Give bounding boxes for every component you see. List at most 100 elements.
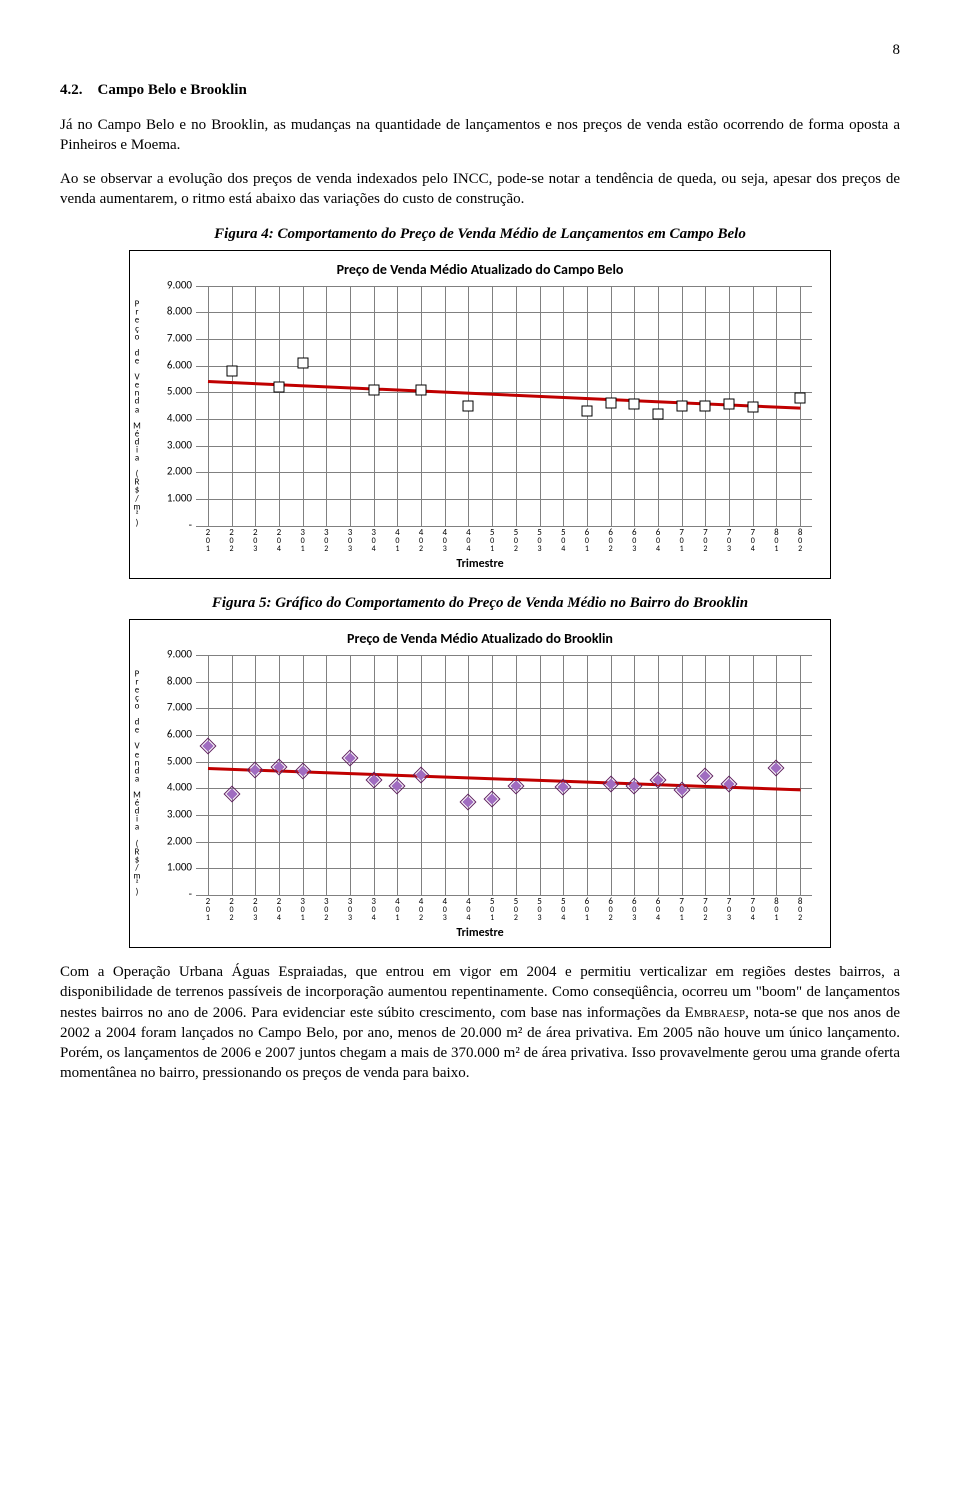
y-tick-label: 8.000 — [167, 674, 196, 689]
gridline-h — [196, 655, 812, 656]
figure4-chart: Preço de Venda Médio Atualizado do Campo… — [129, 250, 831, 579]
gridline-v — [232, 655, 233, 895]
data-marker — [602, 776, 619, 793]
x-tick-label: 603 — [627, 526, 641, 553]
x-tick-label: 302 — [319, 526, 333, 553]
x-tick-label: 404 — [461, 526, 475, 553]
x-tick-label: 401 — [390, 895, 404, 922]
y-tick-label: 9.000 — [167, 278, 196, 293]
data-marker — [605, 397, 616, 408]
data-marker — [721, 776, 738, 793]
gridline-h — [196, 446, 812, 447]
gridline-v — [421, 286, 422, 526]
gridline-h — [196, 419, 812, 420]
data-marker — [199, 737, 216, 754]
data-marker — [653, 408, 664, 419]
data-marker — [650, 772, 667, 789]
data-marker — [484, 790, 501, 807]
gridline-v — [350, 286, 351, 526]
x-tick-label: 802 — [793, 895, 807, 922]
data-marker — [342, 749, 359, 766]
y-axis-label: P r e ç o d e V e n d a M é d i a ( R $ … — [132, 670, 142, 897]
paragraph-1: Já no Campo Belo e no Brooklin, as mudan… — [60, 115, 900, 156]
y-tick-label: 1.000 — [167, 861, 196, 876]
x-tick-label: 602 — [604, 895, 618, 922]
x-tick-label: 604 — [651, 895, 665, 922]
x-tick-label: 604 — [651, 526, 665, 553]
x-tick-label: 403 — [438, 895, 452, 922]
x-tick-label: 201 — [201, 895, 215, 922]
x-tick-label: 502 — [509, 526, 523, 553]
x-tick-label: 401 — [390, 526, 404, 553]
x-tick-label: 503 — [533, 895, 547, 922]
gridline-v — [350, 655, 351, 895]
figure5-chart: Preço de Venda Médio Atualizado do Brook… — [129, 619, 831, 948]
data-marker — [273, 381, 284, 392]
gridline-v — [397, 286, 398, 526]
gridline-v — [516, 655, 517, 895]
data-marker — [747, 401, 758, 412]
data-marker — [676, 400, 687, 411]
y-tick-label: 3.000 — [167, 438, 196, 453]
y-tick-label: 2.000 — [167, 834, 196, 849]
gridline-v — [492, 655, 493, 895]
data-marker — [368, 384, 379, 395]
y-tick-label: 8.000 — [167, 305, 196, 320]
gridline-h — [196, 762, 812, 763]
x-tick-label: 404 — [461, 895, 475, 922]
x-tick-label: 703 — [722, 895, 736, 922]
gridline-v — [326, 286, 327, 526]
figure5-plot-area: -1.0002.0003.0004.0005.0006.0007.0008.00… — [196, 655, 812, 895]
gridline-v — [634, 655, 635, 895]
gridline-h — [196, 526, 812, 527]
gridline-h — [196, 895, 812, 896]
section-title-text: Campo Belo e Brooklin — [98, 82, 247, 98]
gridline-v — [587, 655, 588, 895]
gridline-v — [540, 655, 541, 895]
gridline-v — [753, 655, 754, 895]
x-tick-label: 704 — [746, 526, 760, 553]
x-tick-label: 601 — [580, 526, 594, 553]
x-tick-label: 301 — [296, 895, 310, 922]
data-marker — [389, 777, 406, 794]
paragraph-3: Com a Operação Urbana Águas Espraiadas, … — [60, 962, 900, 1084]
x-tick-label: 301 — [296, 526, 310, 553]
figure4-plot-area: -1.0002.0003.0004.0005.0006.0007.0008.00… — [196, 286, 812, 526]
data-marker — [247, 761, 264, 778]
embraesp-name: Embraesp — [685, 1005, 746, 1021]
x-tick-label: 303 — [343, 895, 357, 922]
gridline-h — [196, 815, 812, 816]
data-marker — [581, 405, 592, 416]
page-number: 8 — [60, 40, 900, 60]
x-tick-label: 703 — [722, 526, 736, 553]
data-marker — [294, 762, 311, 779]
gridline-h — [196, 312, 812, 313]
y-tick-label: 2.000 — [167, 465, 196, 480]
figure5-caption: Figura 5: Gráfico do Comportamento do Pr… — [60, 593, 900, 613]
y-tick-label: - — [189, 888, 196, 903]
figure4-chart-title: Preço de Venda Médio Atualizado do Campo… — [140, 261, 820, 280]
y-tick-label: 7.000 — [167, 332, 196, 347]
gridline-h — [196, 499, 812, 500]
gridline-h — [196, 472, 812, 473]
x-tick-label: 302 — [319, 895, 333, 922]
gridline-v — [445, 286, 446, 526]
gridline-v — [516, 286, 517, 526]
data-marker — [724, 399, 735, 410]
gridline-v — [208, 655, 209, 895]
y-tick-label: 3.000 — [167, 808, 196, 823]
x-axis-label: Trimestre — [140, 925, 820, 941]
data-marker — [226, 365, 237, 376]
y-tick-label: 5.000 — [167, 754, 196, 769]
data-marker — [626, 777, 643, 794]
data-marker — [463, 400, 474, 411]
x-axis-label: Trimestre — [140, 556, 820, 572]
x-tick-label: 204 — [272, 526, 286, 553]
x-tick-label: 501 — [485, 526, 499, 553]
gridline-v — [255, 286, 256, 526]
gridline-v — [563, 286, 564, 526]
gridline-h — [196, 286, 812, 287]
x-tick-label: 402 — [414, 895, 428, 922]
y-tick-label: 4.000 — [167, 412, 196, 427]
gridline-v — [800, 655, 801, 895]
